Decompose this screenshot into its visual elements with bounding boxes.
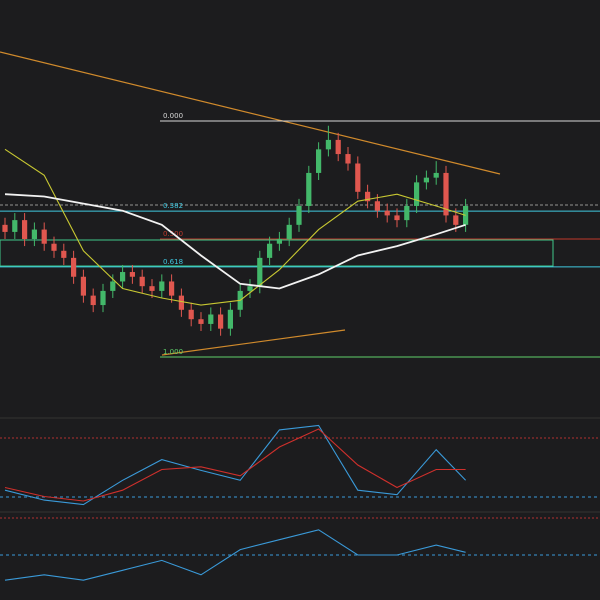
candle-body	[149, 286, 155, 291]
zone	[0, 239, 554, 267]
candle-body	[22, 220, 28, 239]
candle-body	[208, 314, 214, 324]
fib-label: 0.382	[163, 202, 183, 210]
candle-body	[198, 319, 204, 324]
candle-body	[159, 281, 165, 291]
fib-label: 0.000	[163, 112, 183, 120]
indicator-line	[4, 428, 466, 502]
candle-body	[257, 257, 263, 287]
candle-body	[296, 205, 302, 225]
candle-body	[463, 205, 469, 225]
candle-body	[355, 163, 361, 192]
candle-body	[71, 257, 77, 277]
candle-body	[41, 229, 47, 244]
candle-body	[2, 224, 8, 232]
candle-body	[120, 272, 126, 282]
candle-body	[443, 172, 449, 216]
candle-body	[169, 281, 175, 296]
candle-body	[335, 139, 341, 155]
candle-body	[188, 309, 194, 320]
indicator-line	[4, 529, 466, 581]
candle-body	[247, 286, 253, 291]
candle-body	[453, 215, 459, 225]
candle-body	[306, 172, 312, 206]
candle-body	[423, 177, 429, 183]
candle-body	[286, 224, 292, 239]
candle-body	[90, 295, 96, 306]
candle-body	[100, 290, 106, 306]
candle-body	[129, 272, 135, 277]
trendline	[161, 329, 346, 356]
candle-body	[139, 276, 145, 287]
candle-body	[414, 182, 420, 206]
candle-body	[433, 172, 439, 178]
candle-body	[51, 243, 57, 251]
candle-body	[110, 281, 116, 291]
candle-body	[345, 154, 351, 164]
candle-body	[61, 250, 67, 258]
fib-label: 0.618	[163, 258, 183, 266]
candle-body	[394, 215, 400, 221]
indicator-line	[4, 424, 466, 506]
candle-body	[12, 220, 18, 232]
candle-body	[384, 210, 390, 216]
candle-body	[316, 149, 322, 173]
indicator-line	[4, 148, 466, 306]
candle-body	[227, 309, 233, 329]
candle-body	[178, 295, 184, 310]
candle-body	[276, 238, 282, 244]
candle-body	[31, 229, 37, 239]
trendline	[0, 51, 501, 175]
candle-body	[325, 139, 331, 150]
candle-body	[80, 276, 86, 296]
candle-body	[267, 243, 273, 258]
candle-body	[218, 314, 224, 329]
fib-label: 1.000	[163, 348, 183, 356]
indicator-line	[4, 193, 466, 290]
candle-body	[374, 201, 380, 211]
candle-body	[404, 205, 410, 221]
candle-body	[365, 191, 371, 202]
